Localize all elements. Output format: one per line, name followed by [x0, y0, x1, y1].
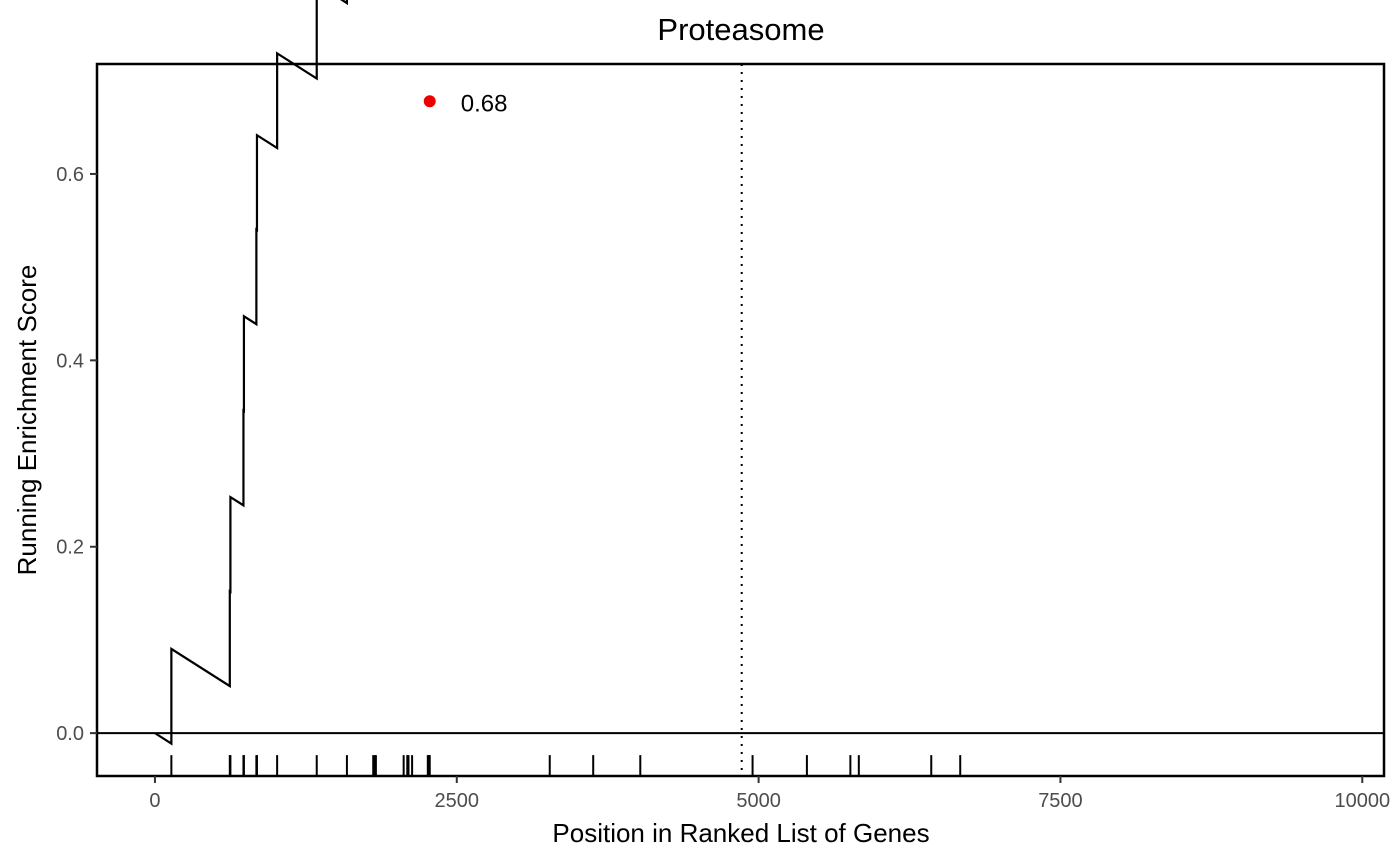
running-enrichment-line — [154, 0, 349, 746]
chart-title: Proteasome — [657, 12, 824, 47]
y-tick-label: 0.6 — [56, 164, 84, 186]
peak-label: 0.68 — [461, 90, 508, 117]
x-tick-label: 5000 — [736, 790, 781, 812]
y-tick-label: 0.0 — [56, 723, 84, 745]
y-axis-title: Running Enrichment Score — [12, 265, 42, 576]
y-tick-label: 0.2 — [56, 537, 84, 559]
y-tick-label: 0.4 — [56, 350, 84, 372]
plot-area: 0.68 — [97, 0, 1384, 776]
panel-border — [95, 62, 1386, 778]
x-tick-label: 0 — [149, 790, 160, 812]
x-tick-label: 2500 — [435, 790, 480, 812]
x-axis-title: Position in Ranked List of Genes — [552, 818, 929, 848]
axes: 0 2500 5000 7500 10000 0.0 0.2 0.4 0.6 — [56, 62, 1390, 812]
peak-point — [423, 95, 436, 108]
x-tick-label: 10000 — [1334, 790, 1390, 812]
x-tick-label: 7500 — [1038, 790, 1083, 812]
